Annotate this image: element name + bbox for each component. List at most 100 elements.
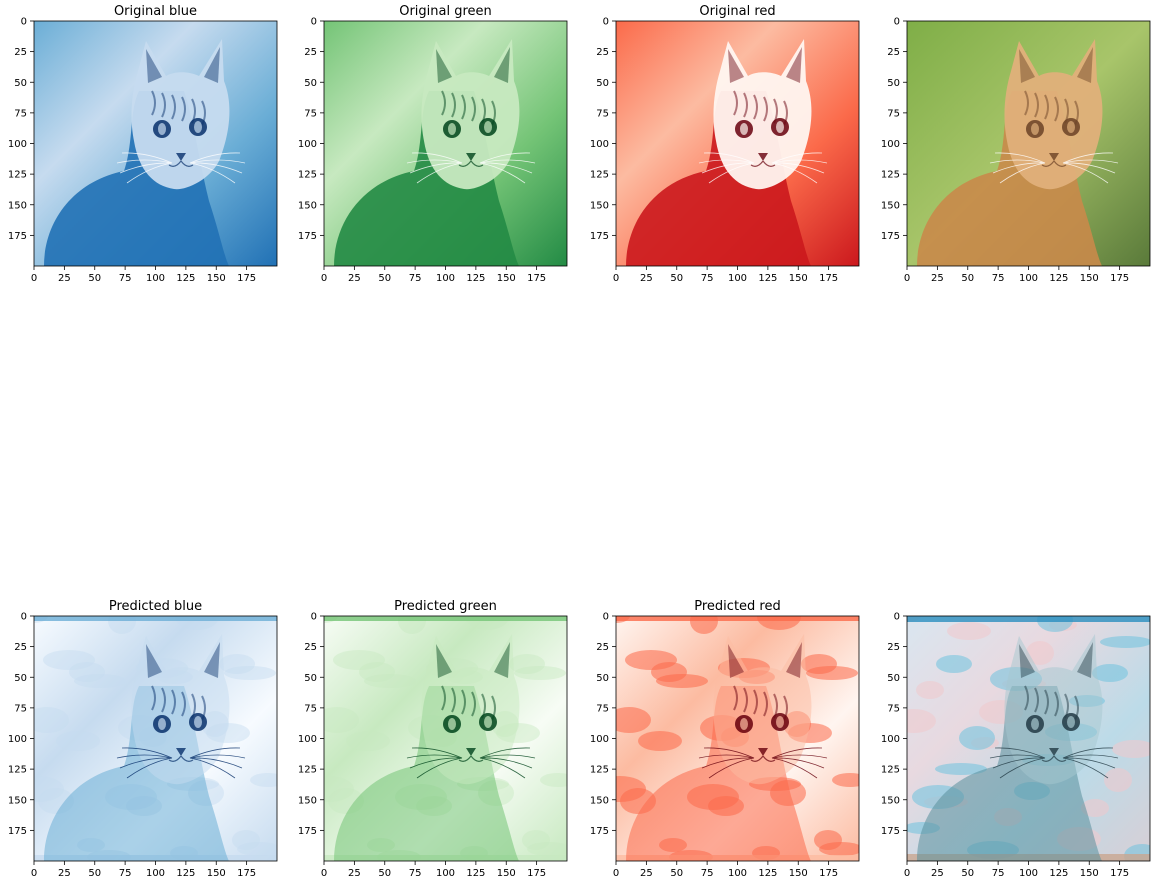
y-tick-label: 125 [881,765,900,776]
x-tick-label: 150 [207,273,226,284]
x-tick-label: 25 [931,868,944,879]
x-tick-label: 50 [378,273,391,284]
y-tick-label: 150 [590,795,609,806]
x-tick-label: 100 [1019,273,1038,284]
y-tick-label: 25 [596,47,609,58]
x-tick-label: 0 [904,868,910,879]
x-tick-label: 100 [728,868,747,879]
y-tick-label: 125 [590,170,609,181]
x-tick-label: 100 [436,273,455,284]
y-tick-label: 75 [304,108,317,119]
panel-image [324,21,567,266]
x-tick-label: 125 [466,868,485,879]
panel-2: Original green0 25 50 75 100 125 150 1750255075… [298,4,567,284]
y-tick-label: 150 [298,200,317,211]
y-tick-label: 50 [887,673,900,684]
x-tick-label: 75 [409,273,422,284]
y-tick-label: 75 [304,703,317,714]
panel-title: Predicted blue [109,599,202,614]
panel-image [12,604,286,864]
panel-image [907,21,1150,266]
x-tick-label: 125 [758,868,777,879]
x-tick-label: 100 [1019,868,1038,879]
y-tick-label: 0 [21,612,27,623]
y-tick-label: 75 [887,703,900,714]
y-tick-label: 125 [298,765,317,776]
x-tick-label: 0 [613,273,619,284]
y-tick-label: 25 [887,642,900,653]
y-tick-label: 0 [311,17,317,28]
y-tick-label: 125 [881,170,900,181]
x-tick-label: 175 [819,273,838,284]
x-tick-label: 150 [789,868,808,879]
y-tick-label: 175 [298,826,317,837]
x-tick-label: 25 [348,273,361,284]
y-tick-label: 100 [298,139,317,150]
y-tick-label: 150 [590,200,609,211]
x-tick-label: 125 [1049,273,1068,284]
x-tick-label: 100 [436,868,455,879]
x-tick-label: 100 [728,273,747,284]
x-tick-label: 150 [207,868,226,879]
y-tick-label: 75 [596,108,609,119]
y-tick-label: 0 [603,17,609,28]
panel-4: 0 25 50 75 100 125 150 175 0 25 50 75 100 125 150 175 [881,17,1150,285]
panel-1: Original blue0 25 50 75 100 125 150 17502550751… [8,4,277,284]
x-tick-label: 125 [176,273,195,284]
panel-image [594,604,868,864]
y-tick-label: 25 [14,642,27,653]
y-tick-label: 175 [881,826,900,837]
y-tick-label: 100 [298,734,317,745]
x-tick-label: 175 [819,868,838,879]
x-tick-label: 0 [904,273,910,284]
x-tick-label: 150 [497,868,516,879]
x-tick-label: 100 [146,273,165,284]
panel-title: Original red [699,4,775,19]
x-tick-label: 150 [789,273,808,284]
panel-image [892,608,1156,868]
x-tick-label: 25 [58,273,71,284]
panel-title: Predicted green [394,599,497,614]
x-tick-label: 125 [758,273,777,284]
y-tick-label: 150 [298,795,317,806]
y-tick-label: 0 [311,612,317,623]
y-tick-label: 100 [8,139,27,150]
x-tick-label: 50 [670,868,683,879]
x-tick-label: 50 [670,273,683,284]
x-tick-label: 125 [176,868,195,879]
x-tick-label: 0 [321,273,327,284]
y-tick-label: 175 [590,231,609,242]
x-tick-label: 75 [701,868,714,879]
x-tick-label: 175 [237,868,256,879]
x-tick-label: 25 [348,868,361,879]
y-tick-label: 175 [298,231,317,242]
y-tick-label: 50 [596,78,609,89]
x-tick-label: 175 [1110,868,1129,879]
panel-image [302,604,576,864]
panel-title: Predicted red [694,599,780,614]
panel-8: 0 25 50 75 100 125 150 1750255075100125150175 [881,608,1156,879]
y-tick-label: 25 [304,47,317,58]
x-tick-label: 50 [88,273,101,284]
y-tick-label: 175 [8,231,27,242]
y-tick-label: 25 [887,47,900,58]
y-tick-label: 75 [596,703,609,714]
x-tick-label: 25 [640,868,653,879]
x-tick-label: 50 [961,868,974,879]
panel-title: Original blue [114,4,197,19]
x-tick-label: 175 [1110,273,1129,284]
panel-5: Predicted blue 0 25 50 75 100 125 150 175 0 25 50 75… [8,599,286,879]
y-tick-label: 0 [894,17,900,28]
x-tick-label: 0 [613,868,619,879]
y-tick-label: 125 [590,765,609,776]
y-tick-label: 50 [887,78,900,89]
y-tick-label: 25 [14,47,27,58]
y-tick-label: 50 [304,673,317,684]
y-tick-label: 25 [596,642,609,653]
y-tick-label: 175 [8,826,27,837]
x-tick-label: 75 [119,273,132,284]
y-tick-label: 0 [603,612,609,623]
x-tick-label: 75 [701,273,714,284]
y-tick-label: 100 [590,139,609,150]
